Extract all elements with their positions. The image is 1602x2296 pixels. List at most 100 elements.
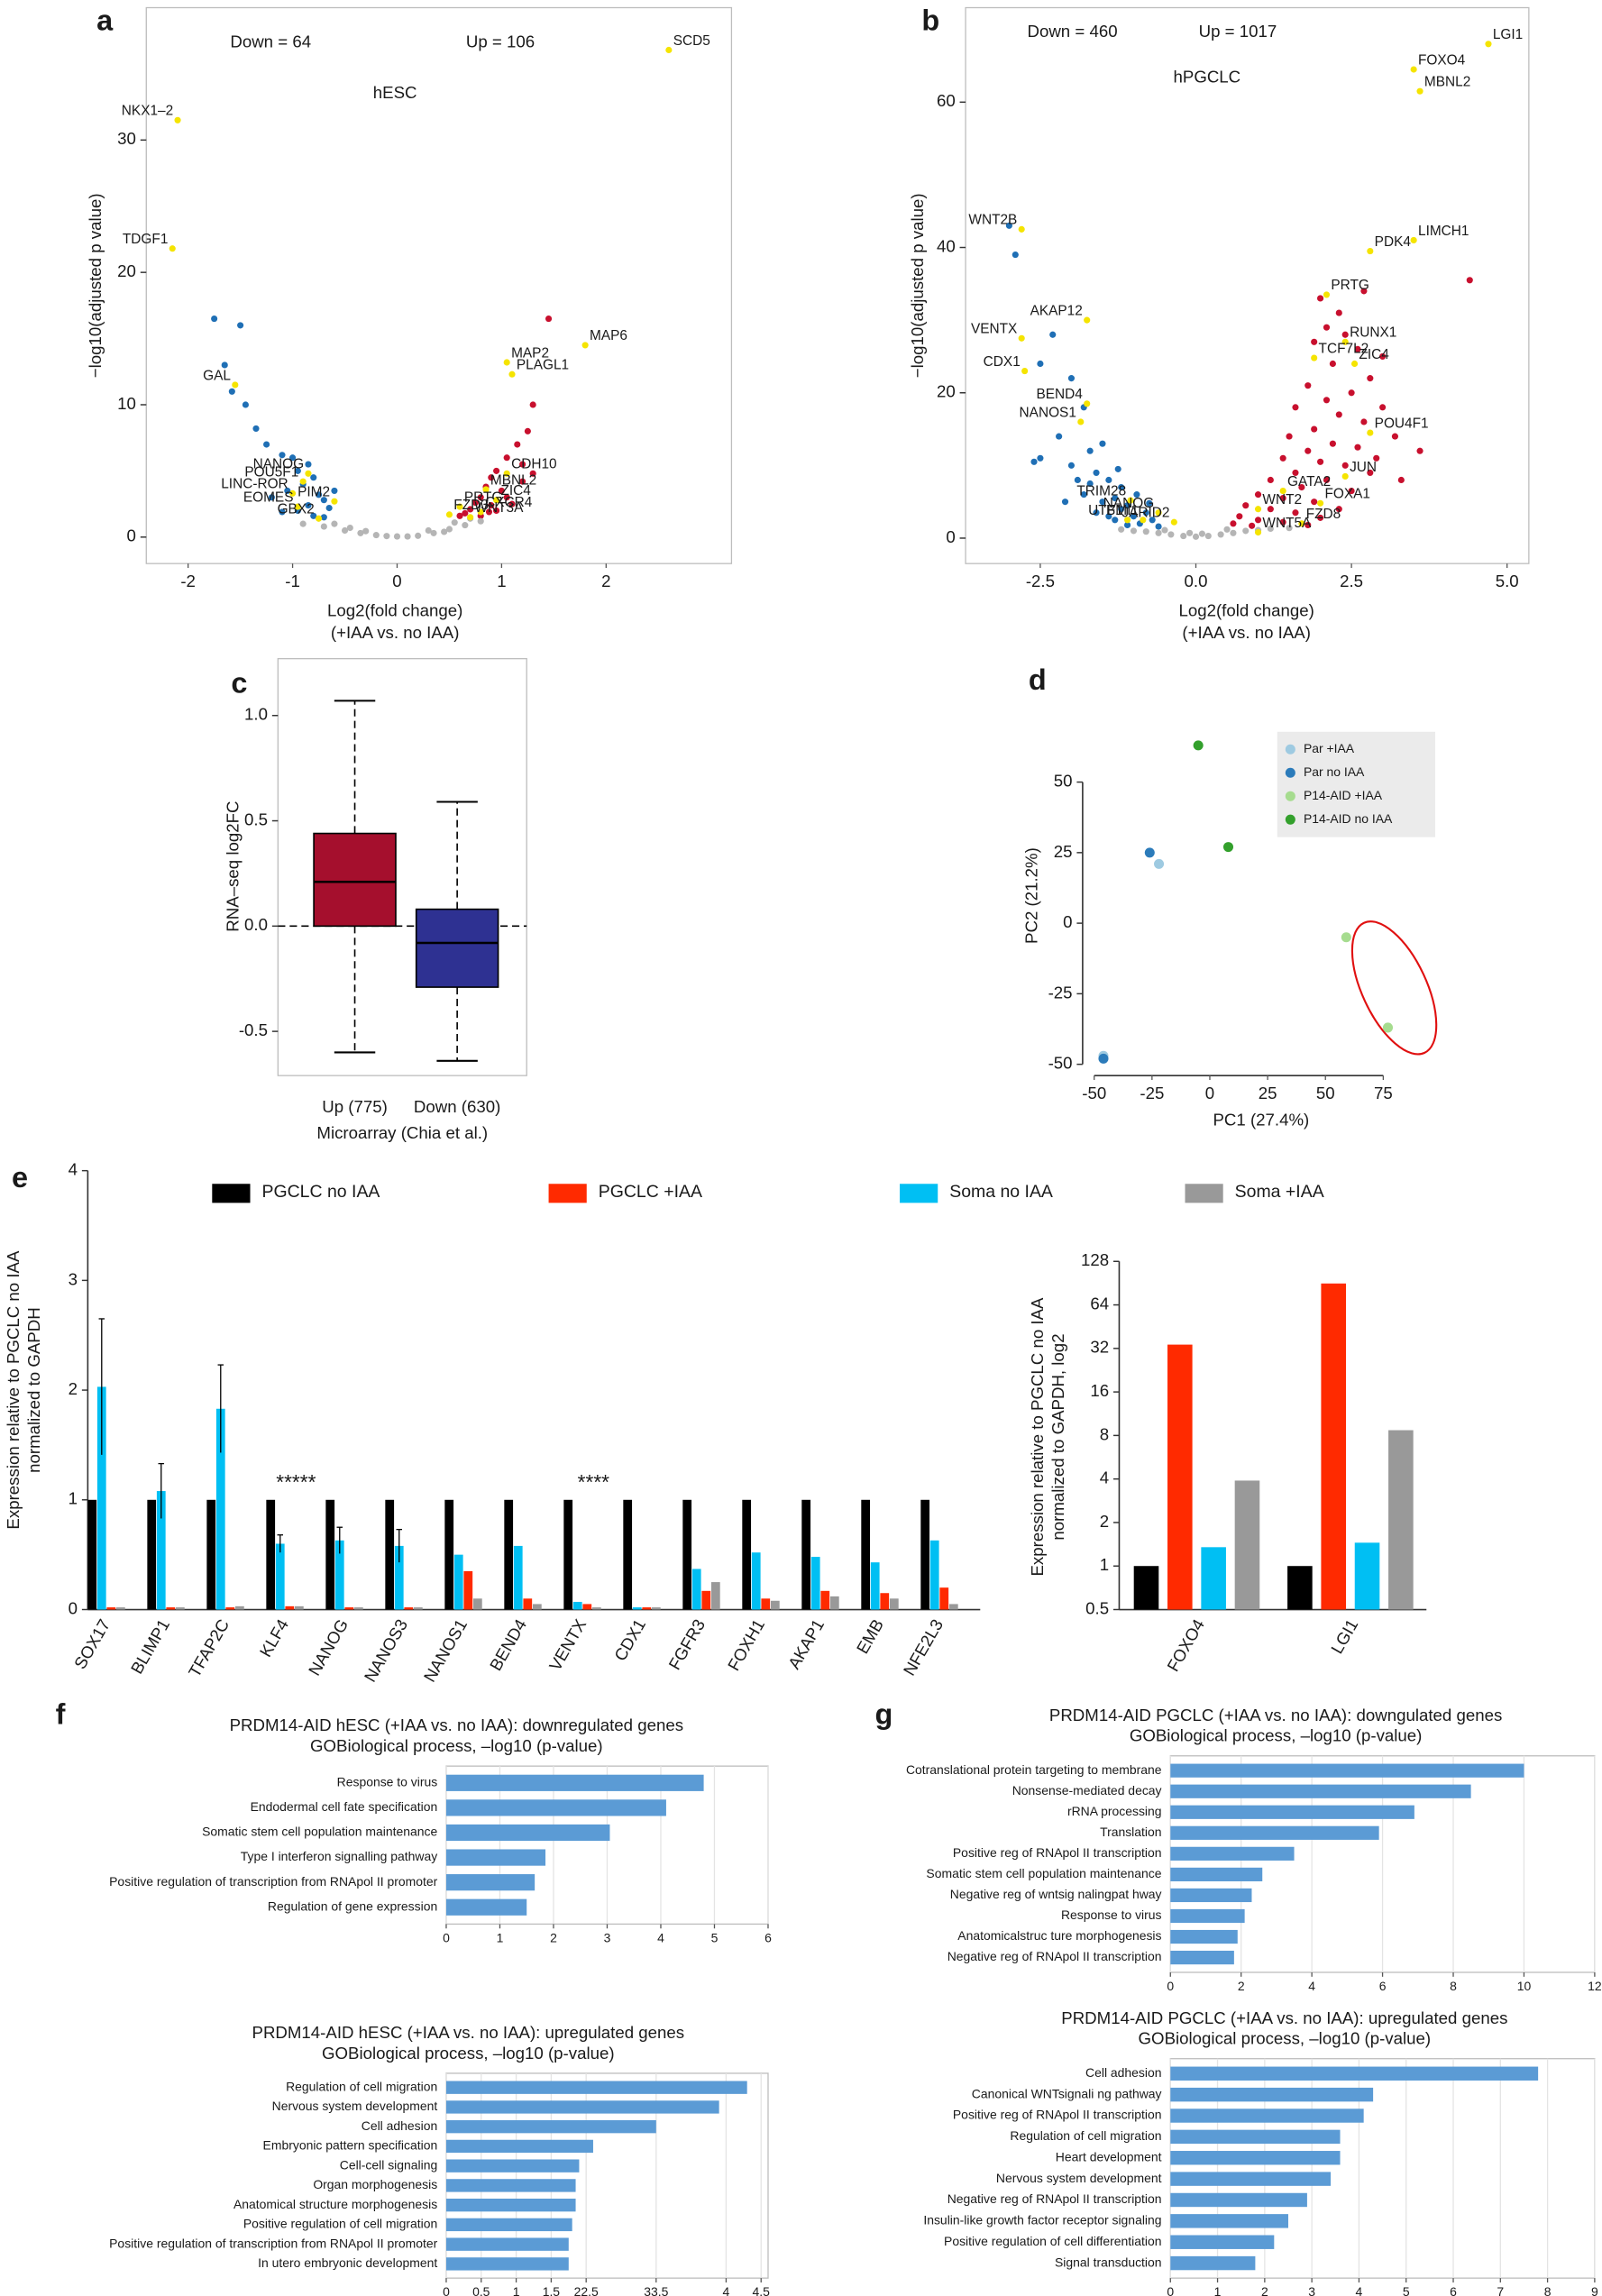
gene-label: FOXA1 xyxy=(1324,487,1370,502)
labeled-point xyxy=(477,508,484,516)
gene-label: GAL xyxy=(203,368,231,383)
chart-title: PRDM14-AID hESC (+IAA vs. no IAA): upreg… xyxy=(252,2023,685,2042)
category-label: Regulation of cell migration xyxy=(1010,2128,1161,2143)
x-tick-label: 2 xyxy=(550,1930,557,1944)
bar xyxy=(1170,2066,1539,2081)
plot-frame xyxy=(965,6,1530,564)
point xyxy=(299,520,307,527)
point xyxy=(493,467,500,474)
point xyxy=(1146,499,1153,507)
bar xyxy=(445,1898,527,1916)
bar xyxy=(682,1499,692,1610)
x-tick-label: TFAP2C xyxy=(185,1615,233,1680)
labeled-point xyxy=(299,478,307,485)
y-tick-label: 8 xyxy=(1100,1424,1109,1443)
point xyxy=(1304,447,1312,454)
point xyxy=(1379,352,1387,361)
panel-label: g xyxy=(874,1698,893,1731)
labeled-point xyxy=(1084,316,1091,324)
point xyxy=(320,497,327,504)
y-axis-label: normalized to GAPDH xyxy=(24,1307,43,1473)
point xyxy=(1311,499,1318,506)
point xyxy=(341,526,349,535)
point xyxy=(1335,309,1342,316)
bar xyxy=(1170,1908,1245,1924)
point xyxy=(1323,324,1331,331)
bar xyxy=(861,1499,871,1610)
bar xyxy=(1170,2108,1364,2123)
bar xyxy=(1201,1547,1226,1610)
bar xyxy=(710,1582,720,1610)
highlight-ellipse xyxy=(1350,920,1438,1056)
gene-label: WNT3A xyxy=(474,500,524,516)
y-tick-label: 0 xyxy=(1063,912,1072,931)
category-label: rRNA processing xyxy=(1067,1804,1162,1818)
point xyxy=(221,361,228,369)
bar xyxy=(1170,1888,1252,1903)
gene-label: NKX1–2 xyxy=(122,104,173,119)
point xyxy=(1292,509,1299,517)
point xyxy=(1223,526,1231,533)
category-label: Somatic stem cell population maintenance xyxy=(926,1866,1161,1880)
point xyxy=(279,508,286,516)
bar xyxy=(1287,1566,1313,1610)
y-tick-label: 1.0 xyxy=(244,705,268,724)
labeled-point xyxy=(1323,291,1331,298)
y-tick-label: 4 xyxy=(69,1160,78,1179)
panel-label: e xyxy=(12,1161,28,1194)
y-tick-label: 2 xyxy=(69,1379,78,1398)
category-label: Anatomicalstruc ture morphogenesis xyxy=(957,1928,1161,1943)
x-tick-label: BEND4 xyxy=(486,1615,530,1673)
point xyxy=(268,494,275,501)
panel-label: f xyxy=(56,1698,66,1731)
bar xyxy=(929,1540,939,1610)
point xyxy=(471,499,479,507)
x-tick-label: 50 xyxy=(1316,1084,1335,1102)
category-label: Cell adhesion xyxy=(1085,2065,1161,2080)
x-axis-label: Microarray (Chia et al.) xyxy=(316,1123,488,1142)
legend-label: Par no IAA xyxy=(1304,764,1365,779)
chart-title: PRDM14-AID PGCLC (+IAA vs. no IAA): upre… xyxy=(1061,2008,1507,2027)
labeled-point xyxy=(1298,520,1305,527)
plot-frame xyxy=(145,6,733,564)
point xyxy=(1267,525,1274,533)
point xyxy=(1230,529,1237,536)
labeled-point xyxy=(1018,225,1025,233)
category-label: Endodermal cell fate specification xyxy=(251,1799,438,1814)
significance: ***** xyxy=(276,1470,316,1494)
gene-label: CXCR4 xyxy=(485,495,533,510)
x-tick-label: LGI1 xyxy=(1327,1615,1361,1657)
bar xyxy=(404,1607,414,1610)
point xyxy=(1354,444,1361,451)
y-tick-label: 25 xyxy=(1054,842,1073,861)
point xyxy=(1286,433,1293,440)
bar xyxy=(463,1570,473,1610)
category-label: Regulation of cell migration xyxy=(286,2079,437,2093)
bar xyxy=(285,1605,295,1610)
gene-label: POU5F1 xyxy=(244,464,298,480)
labeled-point xyxy=(456,503,463,510)
x-tick-label: 1 xyxy=(513,2284,520,2296)
labeled-point xyxy=(288,489,297,497)
category-label: Anatomical structure morphogenesis xyxy=(233,2197,437,2211)
bar xyxy=(445,2081,747,2094)
point xyxy=(1373,454,1380,462)
labeled-point xyxy=(445,511,453,518)
point xyxy=(1061,499,1069,506)
point xyxy=(1112,517,1119,524)
x-tick-label: 2 xyxy=(601,572,610,590)
bar xyxy=(445,1824,610,1842)
legend-label: Par +IAA xyxy=(1304,741,1355,755)
labeled-point xyxy=(1123,517,1131,524)
point xyxy=(325,504,333,512)
point xyxy=(1118,506,1125,513)
x-tick-label: 4 xyxy=(1308,1979,1315,1993)
bar xyxy=(235,1605,244,1610)
point xyxy=(1118,483,1125,491)
point xyxy=(1335,506,1342,513)
y-tick-label: 20 xyxy=(937,382,956,401)
point xyxy=(1382,1022,1394,1033)
gene-label: SCD5 xyxy=(673,33,710,49)
point xyxy=(1204,532,1212,540)
x-tick-label: 1 xyxy=(1214,2284,1222,2296)
